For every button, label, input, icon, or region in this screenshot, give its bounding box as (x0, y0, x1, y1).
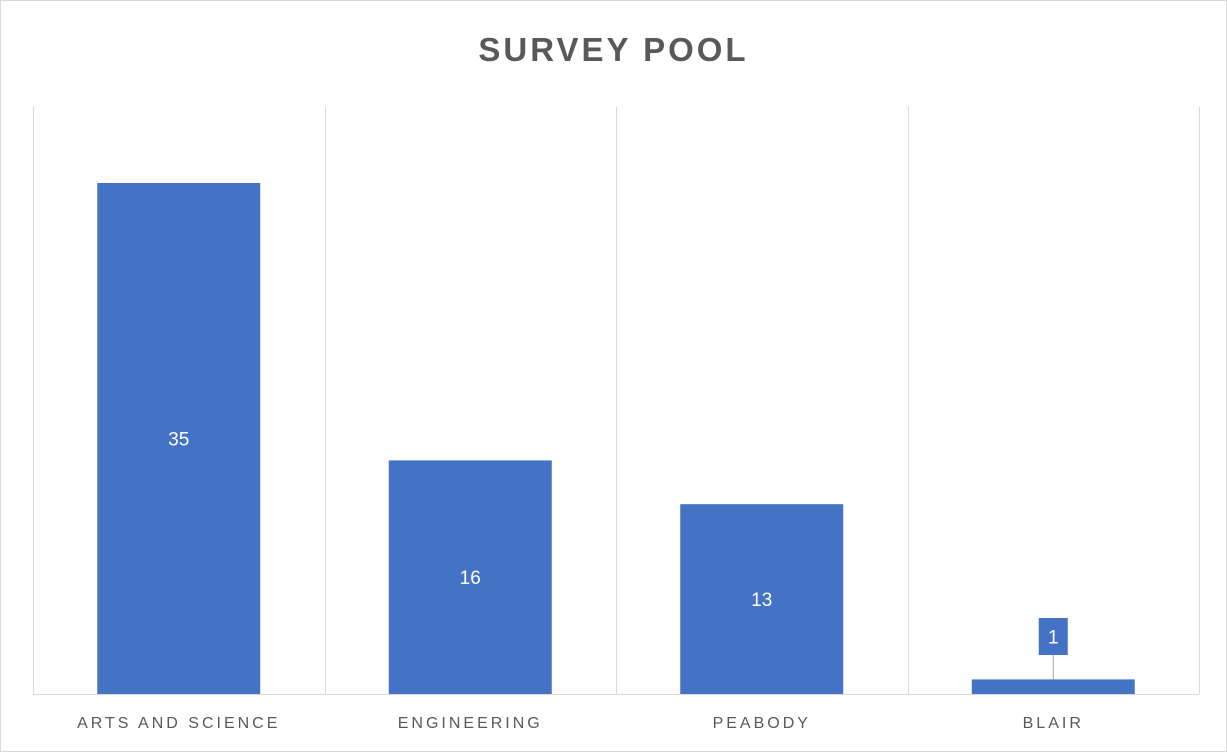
x-tick-label: ARTS AND SCIENCE (77, 715, 280, 732)
bar-blair (971, 679, 1135, 694)
x-tick-label: PEABODY (713, 715, 811, 732)
grid-layer (33, 107, 1200, 695)
labels-layer: ARTS AND SCIENCE 35 ENGINEERING 16 PEABODY 13… (77, 430, 1084, 733)
data-label: 16 (460, 568, 481, 589)
x-tick-label: BLAIR (1023, 715, 1084, 732)
x-tick-label: ENGINEERING (398, 715, 543, 732)
data-label-callout (1038, 618, 1068, 655)
data-label: 1 (1048, 628, 1059, 649)
data-label: 13 (751, 590, 772, 611)
bar-peabody (680, 504, 844, 694)
bars-layer (97, 183, 1135, 694)
data-label: 35 (168, 430, 189, 451)
bar-arts-and-science (97, 183, 261, 694)
bar-engineering (388, 460, 552, 694)
chart-title: SURVEY POOL (478, 31, 749, 68)
